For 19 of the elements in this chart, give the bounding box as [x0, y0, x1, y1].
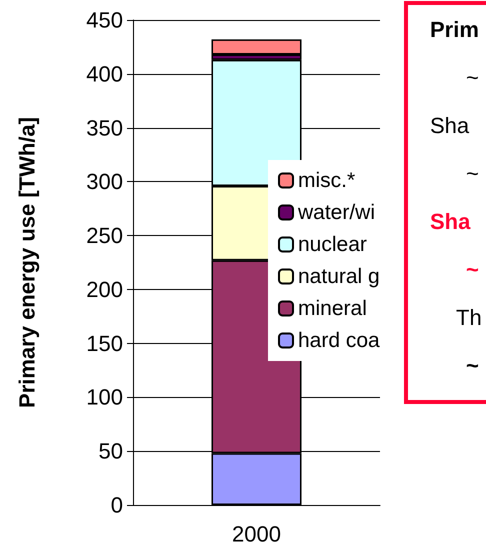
- x-tick-label: 2000: [232, 522, 281, 546]
- legend-label: nuclear: [298, 233, 367, 256]
- y-tick-label: 150: [86, 330, 123, 356]
- legend-label: water/wi: [297, 201, 376, 224]
- legend-label: mineral: [298, 297, 367, 320]
- y-tick-label: 100: [86, 384, 123, 410]
- legend-label: hard coa: [298, 329, 380, 352]
- y-tick-label: 400: [86, 61, 123, 86]
- y-tick-label: 200: [86, 276, 123, 302]
- y-tick-label: 350: [86, 115, 123, 140]
- text-box: Prim ~ Sha ~ Sha ~ Th ~: [404, 1, 486, 404]
- y-tick-label: 0: [110, 492, 123, 518]
- y-tick-label: 450: [86, 8, 123, 32]
- y-tick-label: 250: [86, 223, 123, 248]
- y-tick-label: 50: [98, 438, 123, 464]
- y-tick-label: 300: [86, 169, 123, 194]
- y-axis-title: Primary energy use [TWh/a]: [14, 117, 40, 408]
- legend-label: natural g: [298, 265, 380, 288]
- legend-label: misc.*: [298, 169, 356, 192]
